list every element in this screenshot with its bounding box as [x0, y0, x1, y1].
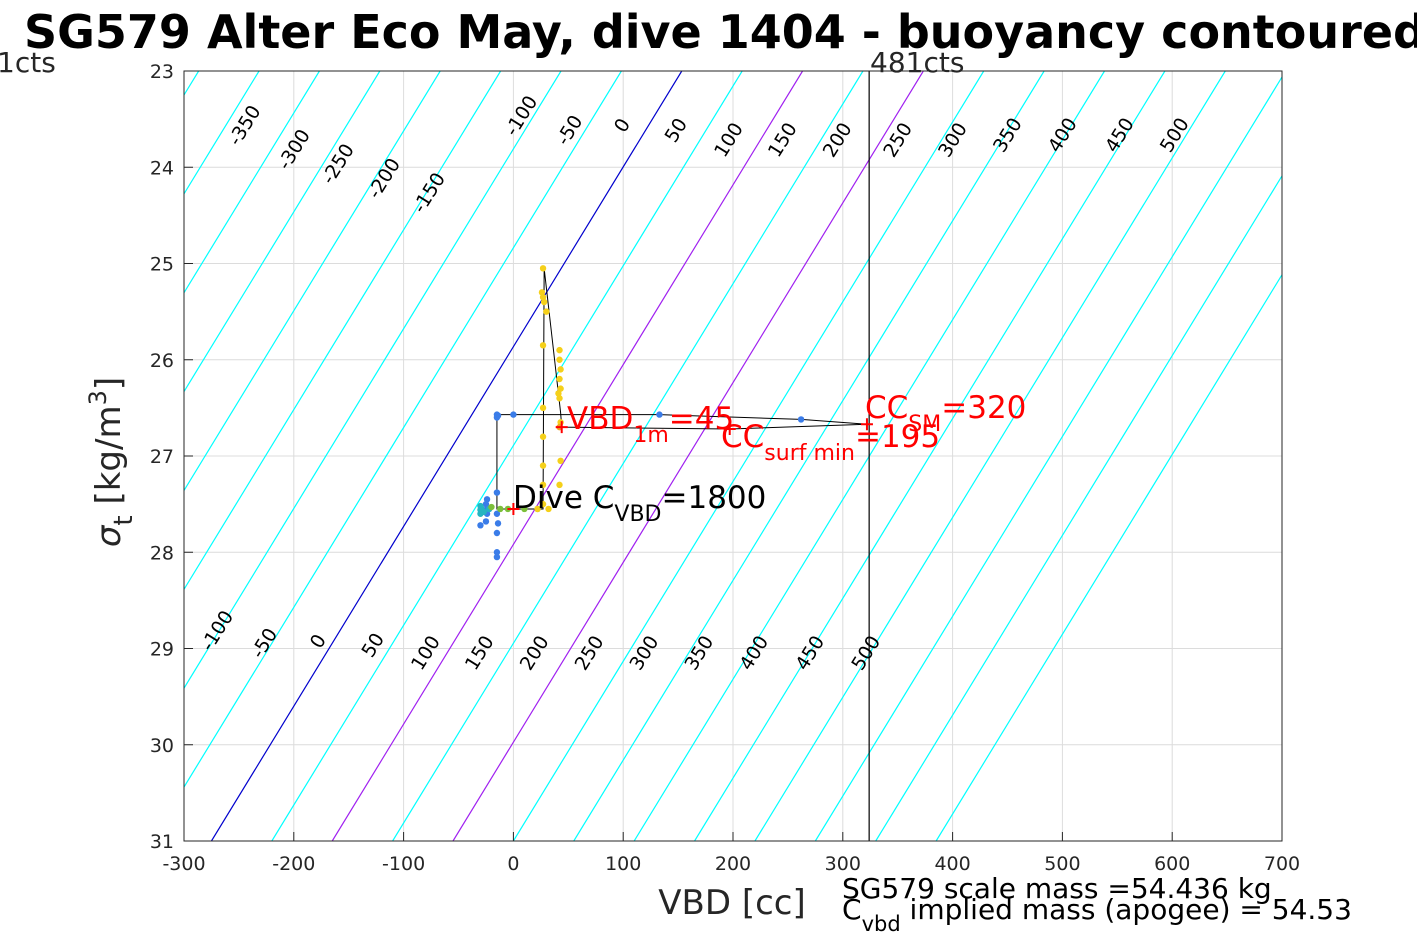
contour-line [271, 71, 743, 841]
data-point [545, 505, 552, 513]
data-point [656, 411, 663, 418]
scale-mass-note: SG579 scale mass =54.436 kg [842, 872, 1272, 905]
contour-line [452, 71, 924, 841]
x-tick-label: -100 [382, 853, 425, 875]
data-point [521, 505, 528, 513]
data-point [493, 553, 501, 561]
cc-surf-min-annotation: CCsurf min=195 [721, 419, 940, 466]
data-points [477, 265, 805, 561]
data-point [493, 510, 501, 517]
cc-sm-annotation: CCSM=320 [865, 390, 1026, 437]
y-axis-label: σt [kg/m3] [84, 377, 139, 547]
data-point [539, 500, 547, 508]
x-tick-label: 0 [507, 853, 519, 875]
contour-line [210, 71, 683, 841]
red-marker [860, 418, 873, 431]
x-tick-label: 700 [1264, 853, 1300, 875]
y-tick-label: 23 [150, 61, 174, 83]
data-point [538, 289, 546, 296]
red-marker [555, 421, 568, 434]
data-point [493, 489, 501, 496]
data-point [540, 298, 548, 306]
data-point [482, 518, 490, 525]
y-tick-label: 27 [150, 446, 174, 468]
data-point [539, 342, 547, 349]
data-point [539, 293, 547, 301]
y-tick-label: 31 [150, 831, 174, 853]
data-point [539, 433, 547, 440]
vbd-1m-annotation: VBD1m=45 [567, 401, 734, 448]
x-tick-label: -300 [162, 853, 205, 875]
contour-line [184, 71, 381, 393]
contour-line [184, 71, 622, 789]
data-point [494, 520, 502, 527]
data-point [557, 366, 564, 373]
axis-ticks: -300 -200 -100 0 100 200 300 400 500 600 700 23 24 25… [150, 61, 1300, 875]
contour-line [184, 71, 562, 690]
red-marker [507, 502, 520, 515]
chart-title: SG579 Alter Eco May, dive 1404 - buoyanc… [24, 5, 1417, 59]
y-tick-label: 25 [150, 254, 174, 276]
right-cts-label: 481cts [870, 46, 964, 79]
data-point [557, 385, 564, 392]
data-point [539, 265, 547, 272]
implied-mass-note: Cvbd implied mass (apogee) = 54.53 [842, 893, 1352, 936]
red-markers [507, 418, 873, 515]
data-point [497, 505, 504, 513]
data-point [556, 481, 563, 489]
x-tick-label: -200 [272, 853, 315, 875]
x-tick-label: 100 [605, 853, 641, 875]
contour-line [875, 174, 1282, 841]
contour-line [814, 75, 1282, 841]
contour-line [754, 71, 1226, 841]
contour-line [694, 71, 1166, 841]
y-tick-label: 24 [150, 157, 174, 179]
data-point [539, 404, 547, 412]
y-tick-label: 28 [150, 542, 174, 564]
x-tick-label: 300 [825, 853, 861, 875]
y-tick-label: 26 [150, 350, 174, 372]
data-point [493, 549, 501, 556]
contour-line [184, 71, 320, 294]
contour-line [331, 71, 804, 841]
data-point [494, 412, 502, 419]
x-axis-label: VBD [cc] [658, 883, 806, 923]
data-point [556, 356, 563, 363]
data-point [556, 375, 563, 383]
data-point [510, 411, 517, 418]
x-tick-label: 200 [715, 853, 751, 875]
data-point [534, 505, 541, 513]
x-tick-label: 400 [934, 853, 970, 875]
data-point [556, 346, 563, 354]
contour-line [184, 71, 441, 492]
data-point [543, 308, 550, 315]
data-point [797, 416, 805, 423]
data-point [493, 529, 501, 537]
dive-cvbd-annotation: Dive CVBD=1800 [513, 480, 766, 527]
data-point [539, 462, 547, 469]
data-point [557, 457, 564, 465]
data-point [555, 390, 562, 397]
contour-line [935, 273, 1282, 841]
data-point [480, 508, 487, 516]
x-tick-label: 600 [1154, 853, 1190, 875]
left-cts-label: 1cts [0, 46, 56, 79]
contour-lines [184, 71, 1282, 841]
contour-line [573, 71, 1045, 841]
red-marker [723, 423, 736, 436]
y-tick-label: 29 [150, 639, 174, 661]
y-tick-label: 30 [150, 735, 174, 757]
data-point [488, 503, 495, 511]
x-tick-label: 500 [1044, 853, 1080, 875]
contour-line [512, 71, 985, 841]
contour-line [184, 71, 502, 591]
data-point [556, 395, 563, 402]
data-point [483, 496, 491, 503]
data-point [477, 522, 484, 529]
data-point [539, 481, 547, 489]
contour-line [392, 71, 864, 841]
data-point [482, 500, 490, 508]
